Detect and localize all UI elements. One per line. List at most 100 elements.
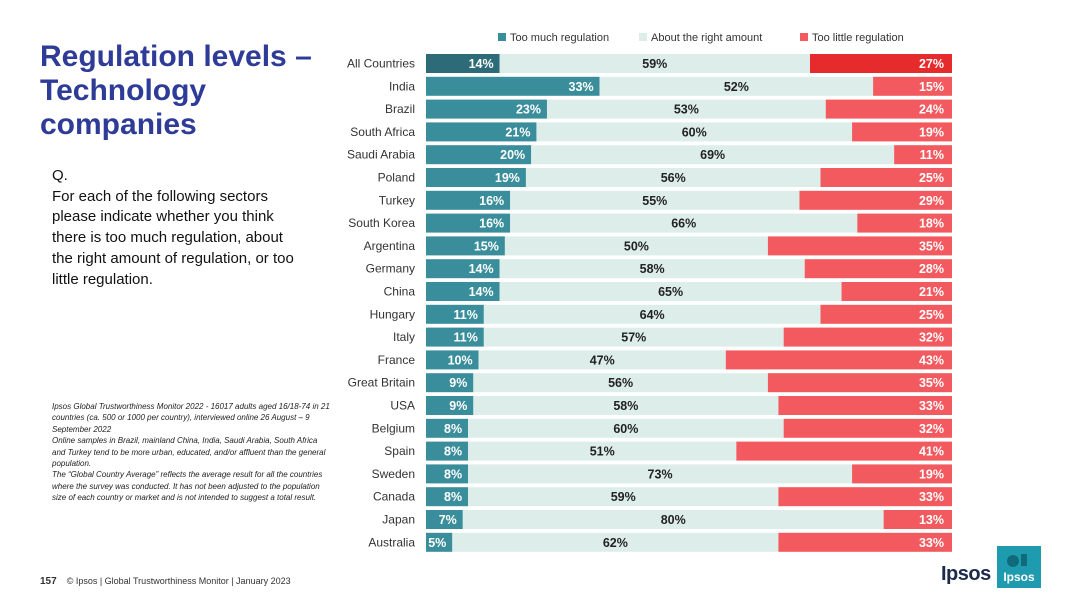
bar-too-little <box>820 168 952 187</box>
data-label: 23% <box>516 103 541 117</box>
data-label: 52% <box>724 80 749 94</box>
data-label: 15% <box>919 80 944 94</box>
data-label: 5% <box>428 536 446 550</box>
data-label: 25% <box>919 171 944 185</box>
bar-about-right <box>510 190 800 210</box>
note-line: Ipsos Global Trustworthiness Monitor 202… <box>52 402 330 434</box>
category-label: Australia <box>368 535 415 549</box>
bar-too-much <box>426 259 500 279</box>
data-label: 65% <box>658 285 683 299</box>
bar-too-much <box>426 122 537 142</box>
methodology-notes: Ipsos Global Trustworthiness Monitor 202… <box>52 401 332 504</box>
data-label: 51% <box>590 445 615 459</box>
legend-label-about-right: About the right amount <box>651 32 763 44</box>
bar-about-right <box>468 418 784 438</box>
bar-about-right <box>546 99 826 119</box>
data-label: 19% <box>919 125 944 139</box>
bar-about-right <box>504 236 768 256</box>
data-label: 56% <box>608 376 633 390</box>
legend-swatch-too-little <box>800 33 808 41</box>
data-label: 64% <box>640 308 665 322</box>
title: Regulation levels – Technology companies <box>40 40 312 141</box>
bar-too-much <box>426 236 505 256</box>
bar-too-little <box>767 236 952 256</box>
data-label: 32% <box>919 422 944 436</box>
category-label: USA <box>390 399 415 413</box>
bar-about-right <box>468 464 853 484</box>
data-label: 33% <box>919 490 944 504</box>
category-label: Germany <box>366 262 415 276</box>
data-label: 25% <box>919 308 944 322</box>
category-label: France <box>378 353 416 367</box>
bar-too-much <box>426 168 526 187</box>
bar-too-little <box>857 213 952 233</box>
data-label: 10% <box>448 353 473 367</box>
category-label: Japan <box>382 513 415 527</box>
bar-too-much <box>426 373 474 393</box>
bar-too-little <box>783 418 952 438</box>
data-label: 60% <box>682 125 707 139</box>
bar-too-little <box>799 190 952 210</box>
note-line: The “Global Country Average” reflects th… <box>52 470 323 503</box>
data-label: 58% <box>613 399 638 413</box>
bar-too-little <box>804 259 952 279</box>
category-label: Turkey <box>379 193 415 207</box>
data-label: 60% <box>613 422 638 436</box>
bar-too-little <box>736 441 952 461</box>
legend-too-much: Too much regulation <box>498 32 609 44</box>
bar-about-right <box>478 350 726 370</box>
data-label: 19% <box>919 467 944 481</box>
category-label: South Korea <box>348 216 415 230</box>
bar-too-little <box>825 99 952 119</box>
data-label: 8% <box>444 467 462 481</box>
bar-too-much <box>426 99 547 119</box>
bar-too-little <box>725 350 952 370</box>
legend-label-too-little: Too little regulation <box>812 32 904 44</box>
category-label: Poland <box>378 171 415 185</box>
data-label: 35% <box>919 376 944 390</box>
data-label: 9% <box>449 399 467 413</box>
data-label: 33% <box>919 536 944 550</box>
bar-about-right <box>468 487 779 507</box>
category-label: Canada <box>373 490 415 504</box>
data-label: 14% <box>469 57 494 71</box>
footer-text: © Ipsos | Global Trustworthiness Monitor… <box>66 576 291 586</box>
data-label: 18% <box>919 217 944 231</box>
data-label: 9% <box>449 376 467 390</box>
bar-too-little <box>778 532 952 552</box>
bar-too-much <box>426 282 500 301</box>
note-line: Online samples in Brazil, mainland China… <box>52 436 326 469</box>
category-label: China <box>384 285 416 299</box>
data-label: 57% <box>621 331 646 345</box>
question-text: For each of the following sectors please… <box>52 187 294 288</box>
bar-too-much <box>426 190 511 210</box>
question-block: Q. For each of the following sectors ple… <box>52 166 302 290</box>
data-label: 8% <box>444 490 462 504</box>
bar-about-right <box>473 396 779 415</box>
data-label: 16% <box>479 194 504 208</box>
data-label: 47% <box>590 353 615 367</box>
bar-about-right <box>499 54 810 73</box>
data-label: 66% <box>671 217 696 231</box>
data-label: 50% <box>624 239 649 253</box>
data-label: 62% <box>603 536 628 550</box>
data-label: 7% <box>439 513 457 527</box>
bar-about-right <box>510 213 858 233</box>
data-label: 58% <box>640 262 665 276</box>
data-label: 11% <box>454 308 478 322</box>
category-label: Great Britain <box>348 376 415 390</box>
bar-too-much <box>426 213 511 233</box>
bar-too-little <box>778 396 952 415</box>
data-label: 33% <box>919 399 944 413</box>
bar-about-right <box>499 259 805 279</box>
category-label: South Africa <box>350 125 415 139</box>
data-label: 33% <box>569 80 594 94</box>
data-label: 20% <box>500 148 525 162</box>
brand-wordmark: Ipsos <box>941 563 991 585</box>
data-label: 29% <box>919 194 944 208</box>
bar-too-much <box>426 532 453 552</box>
data-label: 69% <box>700 148 725 162</box>
bar-too-little <box>767 373 952 393</box>
bar-too-much <box>426 76 600 96</box>
